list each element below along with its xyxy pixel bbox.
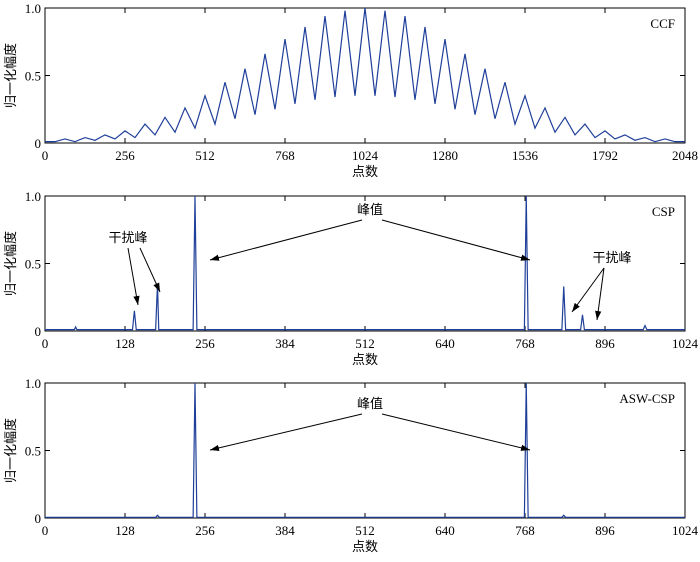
- annotation-arrow: [381, 413, 531, 451]
- series-line: [45, 195, 685, 331]
- x-tick-label: 256: [195, 523, 215, 538]
- y-tick-label: 0.5: [25, 257, 41, 272]
- annotation: 干扰峰: [108, 231, 147, 246]
- x-axis-label: 点数: [352, 353, 378, 368]
- x-tick-label: 384: [275, 523, 295, 538]
- annotation-arrow: [209, 219, 363, 261]
- x-tick-label: 512: [195, 148, 215, 163]
- y-tick-label: 0: [35, 511, 42, 526]
- panel: 0 128 256 384 512 640 768 896 1024 0 0.5 1.0 点数 归一化幅度…: [3, 189, 699, 368]
- x-tick-label: 128: [115, 523, 135, 538]
- y-tick-label: 1.0: [25, 189, 41, 204]
- series-line: [45, 382, 685, 518]
- x-tick-label: 640: [435, 336, 455, 351]
- annotation: 干扰峰: [592, 251, 631, 266]
- plot-frame: [44, 7, 686, 144]
- x-tick-label: 1536: [512, 148, 539, 163]
- x-tick-label: 1280: [432, 148, 458, 163]
- panel: 0 128 256 384 512 640 768 896 1024 0 0.5 1.0 点数 归一化幅度…: [3, 376, 699, 555]
- panel: 0 256 512 768 1024 1280 1536 1792 2048 0 0.5 1.0 点数 归…: [3, 1, 698, 180]
- y-tick-label: 0.5: [25, 444, 41, 459]
- x-tick-label: 384: [275, 336, 295, 351]
- x-tick-label: 512: [355, 336, 375, 351]
- x-axis-label: 点数: [352, 165, 378, 180]
- annotation-arrow: [571, 267, 605, 313]
- x-tick-label: 768: [275, 148, 295, 163]
- x-tick-label: 640: [435, 523, 455, 538]
- x-tick-label: 1024: [672, 523, 699, 538]
- x-tick-label: 896: [595, 523, 615, 538]
- y-tick-label: 1.0: [25, 376, 41, 391]
- panel-label: ASW-CSP: [619, 391, 675, 406]
- y-tick-label: 1.0: [25, 1, 41, 16]
- x-tick-label: 256: [195, 336, 215, 351]
- x-tick-label: 896: [595, 336, 615, 351]
- y-tick-label: 0: [35, 324, 42, 339]
- x-tick-label: 128: [115, 336, 135, 351]
- annotation: 峰值: [357, 396, 383, 412]
- annotation: 峰值: [357, 202, 383, 218]
- x-tick-label: 0: [42, 148, 49, 163]
- annotation-arrow: [209, 413, 363, 451]
- y-axis-label: 归一化幅度: [3, 418, 19, 483]
- x-tick-label: 1024: [672, 336, 699, 351]
- x-tick-label: 2048: [672, 148, 698, 163]
- series-line: [45, 7, 685, 143]
- panel-label: CSP: [652, 204, 675, 219]
- x-axis-label: 点数: [352, 540, 378, 555]
- x-tick-label: 1792: [592, 148, 618, 163]
- annotation-arrow: [595, 267, 605, 321]
- annotation-arrow: [139, 247, 161, 293]
- x-tick-label: 0: [42, 523, 49, 538]
- x-tick-label: 256: [115, 148, 135, 163]
- y-tick-label: 0: [35, 136, 42, 151]
- y-axis-label: 归一化幅度: [3, 43, 19, 108]
- panel-label: CCF: [650, 16, 675, 31]
- annotation-arrow: [381, 219, 531, 261]
- x-tick-label: 768: [515, 336, 535, 351]
- x-tick-label: 512: [355, 523, 375, 538]
- x-tick-label: 768: [515, 523, 535, 538]
- y-axis-label: 归一化幅度: [3, 231, 19, 296]
- x-tick-label: 0: [42, 336, 49, 351]
- x-tick-label: 1024: [352, 148, 379, 163]
- y-tick-label: 0.5: [25, 69, 41, 84]
- annotation-arrow: [127, 247, 140, 306]
